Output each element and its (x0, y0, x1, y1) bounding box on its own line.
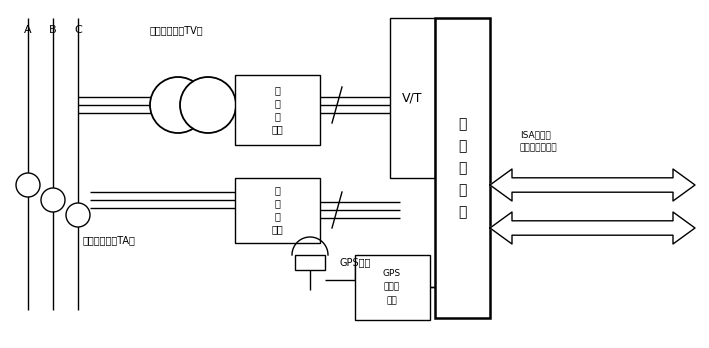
Text: B: B (49, 25, 57, 35)
Bar (295, 255, 325, 270)
Text: 电流互感器（TA）: 电流互感器（TA） (83, 235, 136, 245)
Circle shape (180, 77, 236, 133)
Text: 据: 据 (458, 139, 467, 153)
Bar (355, 255, 430, 320)
Text: ISA总线接: ISA总线接 (520, 130, 551, 140)
Text: 集: 集 (458, 183, 467, 197)
Text: 工业控制计算机: 工业控制计算机 (520, 143, 557, 152)
Text: 信号接: 信号接 (384, 283, 400, 292)
Text: 电: 电 (274, 185, 280, 196)
Bar (235, 75, 320, 145)
Text: 流: 流 (274, 198, 280, 208)
Text: 卡: 卡 (458, 205, 467, 219)
Text: 收模: 收模 (386, 296, 397, 306)
Text: C: C (74, 25, 82, 35)
Bar (390, 18, 435, 178)
Circle shape (66, 203, 90, 227)
Text: GPS天线: GPS天线 (340, 257, 372, 267)
Text: GPS: GPS (383, 269, 401, 277)
Text: 电: 电 (274, 86, 280, 95)
Text: 送器: 送器 (271, 125, 283, 134)
Bar (435, 18, 490, 318)
Polygon shape (490, 212, 695, 244)
Circle shape (16, 173, 40, 197)
Circle shape (150, 77, 206, 133)
Text: 压: 压 (274, 98, 280, 109)
Text: A: A (24, 25, 32, 35)
Text: 发: 发 (274, 212, 280, 221)
Text: 采: 采 (458, 161, 467, 175)
Text: 送器: 送器 (271, 224, 283, 235)
Text: 电压互感器（TV）: 电压互感器（TV） (150, 25, 203, 35)
Text: 数: 数 (458, 117, 467, 131)
Text: 发: 发 (274, 111, 280, 121)
Bar (235, 178, 320, 243)
Circle shape (41, 188, 65, 212)
Text: V/T: V/T (402, 92, 423, 104)
Polygon shape (490, 169, 695, 201)
